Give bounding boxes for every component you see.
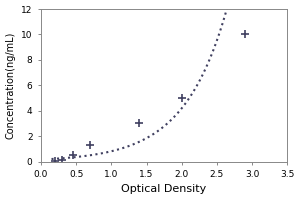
Y-axis label: Concentration(ng/mL): Concentration(ng/mL)	[6, 32, 16, 139]
X-axis label: Optical Density: Optical Density	[122, 184, 207, 194]
